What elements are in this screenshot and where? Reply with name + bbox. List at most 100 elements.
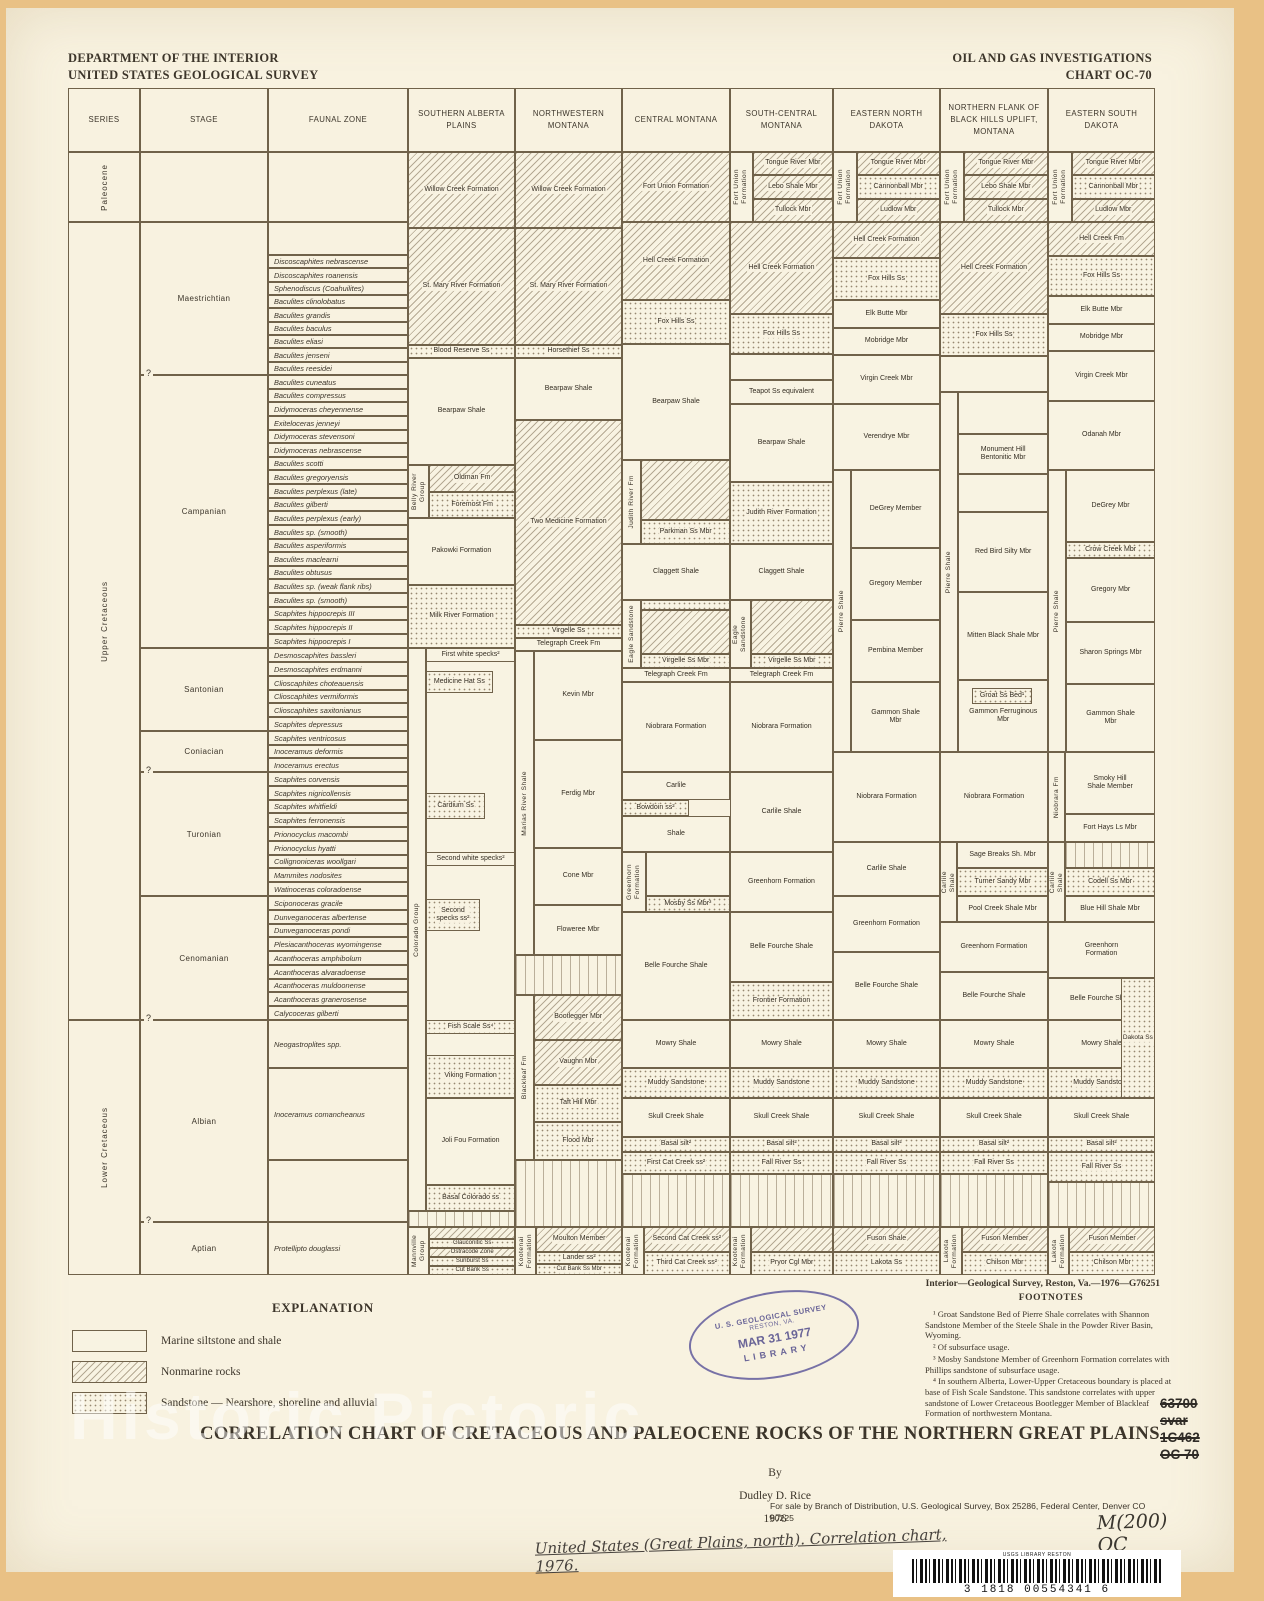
block-glauconitic-ss: Glauconitic Ss xyxy=(429,1239,515,1248)
block-cut-bank-ss: Cut Bank Ss xyxy=(429,1266,515,1275)
faunal-zone-inoceramus-erectus: Inoceramus erectus xyxy=(268,758,408,772)
block-n xyxy=(641,610,730,654)
title-block: CORRELATION CHART OF CRETACEOUS AND PALE… xyxy=(130,1424,1230,1445)
block-pierre-shale: Pierre Shale xyxy=(1048,470,1067,752)
block-v xyxy=(622,1174,730,1227)
block-pakowki-formation: Pakowki Formation xyxy=(408,518,515,585)
legend-title: EXPLANATION xyxy=(272,1300,374,1315)
block-degrey-member: DeGrey Member xyxy=(851,470,940,548)
author: Dudley D. Rice xyxy=(739,1490,811,1502)
faunal-zone-dunveganoceras-albertense: Dunveganoceras albertense xyxy=(268,910,408,924)
block-m xyxy=(645,852,730,896)
column-header-faunal: FAUNAL ZONE xyxy=(268,88,408,152)
stage-coniacian: Coniacian xyxy=(140,731,268,772)
block-fort-union-formation: Fort Union Formation xyxy=(833,152,857,222)
block-marias-river-shale: Marias River Shale xyxy=(515,651,535,955)
faunal-zone-blank xyxy=(268,1160,408,1222)
block-claggett-shale: Claggett Shale xyxy=(730,544,833,600)
marine-swatch xyxy=(72,1330,147,1352)
faunal-zone-collignoniceras-woollgari: Collignoniceras woollgari xyxy=(268,855,408,868)
block-basal-silt: Basal silt² xyxy=(1048,1137,1155,1152)
block-greenhorn-formation: Greenhorn Formation xyxy=(940,922,1048,972)
faunal-zone-sphenodiscus-coahuilites: Sphenodiscus (Coahuilites) xyxy=(268,282,408,295)
faunal-zone-baculites-eliasi: Baculites eliasi xyxy=(268,335,408,348)
legend-item-nonmarine: Nonmarine rocks xyxy=(72,1361,378,1383)
column-header-series: SERIES xyxy=(68,88,140,152)
block-odanah-mbr: Odanah Mbr xyxy=(1048,401,1155,470)
block-carlile-shale: Carlile Shale xyxy=(940,842,958,922)
credit-line: Interior—Geological Survey, Reston, Va.—… xyxy=(925,1279,1160,1289)
block-mobridge-mbr: Mobridge Mbr xyxy=(833,328,940,355)
faunal-zone-scaphites-hippocrepis-i: Scaphites hippocrepis I xyxy=(268,634,408,648)
faunal-zone-didymoceras-cheyennense: Didymoceras cheyennense xyxy=(268,402,408,416)
block-blackleaf-fm: Blackleaf Fm xyxy=(515,995,535,1160)
block-second-specks-ss: Second specks ss² xyxy=(426,899,480,931)
block-pembina-member: Pembina Member xyxy=(851,620,940,682)
block-greenhorn-formation: Greenhorn Formation xyxy=(730,852,833,912)
block-judith-river-fm: Judith River Fm xyxy=(622,460,642,544)
faunal-zone-neogastroplites-spp: Neogastroplites spp. xyxy=(268,1020,408,1068)
block-bearpaw-shale: Bearpaw Shale xyxy=(730,404,833,482)
block-muddy-sandstone: Muddy Sandstone xyxy=(833,1068,940,1098)
block-milk-river-formation: Milk River Formation xyxy=(408,585,515,648)
block-m xyxy=(958,392,1048,434)
block-fuson-shale: Fuson Shale xyxy=(833,1227,940,1252)
block-v xyxy=(515,1160,622,1227)
block-fall-river-ss: Fall River Ss xyxy=(940,1152,1048,1174)
footnotes-block: FOOTNOTES ¹ Groat Sandstone Bed of Pierr… xyxy=(925,1293,1177,1420)
series-upper-cretaceous: Upper Cretaceous xyxy=(68,222,140,1020)
legend-label: Nonmarine rocks xyxy=(161,1366,241,1378)
faunal-zone-baculites-sp-smooth: Baculites sp. (smooth) xyxy=(268,593,408,607)
faunal-zone-prionocyclus-hyatti: Prionocyclus hyatti xyxy=(268,841,408,855)
faunal-zone-baculites-sp-smooth: Baculites sp. (smooth) xyxy=(268,525,408,539)
block-eagle-sandstone: Eagle Sandstone xyxy=(730,600,751,668)
faunal-zone-baculites-cuneatus: Baculites cuneatus xyxy=(268,375,408,389)
block-fuson-member: Fuson Member xyxy=(1069,1227,1155,1252)
faunal-zone-scaphites-nigricollensis: Scaphites nigricollensis xyxy=(268,786,408,800)
chart-title: CORRELATION CHART OF CRETACEOUS AND PALE… xyxy=(200,1424,1160,1444)
block-fuson-member: Fuson Member xyxy=(961,1227,1048,1252)
block-first-white-specks: First white specks² xyxy=(426,648,515,662)
block-vaughn-mbr: Vaughn Mbr xyxy=(534,1040,622,1085)
block-virgelle-ss: Virgelle Ss xyxy=(515,625,622,638)
faunal-zone-baculites-maclearni: Baculites maclearni xyxy=(268,552,408,566)
faunal-zone-acanthoceras-granerosense: Acanthoceras granerosense xyxy=(268,992,408,1006)
block-belle-fourche-shale: Belle Fourche Shale xyxy=(730,912,833,982)
block-pierre-shale: Pierre Shale xyxy=(833,470,852,752)
block-virgelle-ss-mbr: Virgelle Ss Mbr xyxy=(750,654,833,668)
block-greenhorn-formation: Greenhorn Formation xyxy=(622,852,646,912)
block-skull-creek-shale: Skull Creek Shale xyxy=(622,1098,730,1137)
block-fox-hills-ss: Fox Hills Ss xyxy=(833,258,940,300)
block-second-white-specks: Second white specks² xyxy=(426,852,515,866)
block-belle-fourche-shale: Belle Fourche Shale xyxy=(622,912,730,1020)
block-foremost-fm: Foremost Fm xyxy=(429,492,515,518)
block-fall-river-ss: Fall River Ss xyxy=(730,1152,833,1174)
block-skull-creek-shale: Skull Creek Shale xyxy=(730,1098,833,1137)
block-m xyxy=(730,354,833,380)
block-bearpaw-shale: Bearpaw Shale xyxy=(622,344,730,460)
block-first-cat-creek-ss: First Cat Creek ss² xyxy=(622,1152,730,1174)
block-belle-fourche-shale: Belle Fourche Shale xyxy=(940,972,1048,1020)
block-teapot-ss-equivalent: Teapot Ss equivalent xyxy=(730,380,833,404)
publication-year: 1976 xyxy=(763,1513,787,1525)
block-verendrye-mbr: Verendrye Mbr xyxy=(833,404,940,470)
block-n xyxy=(429,1227,515,1239)
series-paleocene: Paleocene xyxy=(68,152,140,222)
block-gammon-shale-mbr: Gammon Shale Mbr xyxy=(1066,684,1155,752)
block-mitten-black-shale-mbr: Mitten Black Shale Mbr xyxy=(958,592,1048,680)
block-mowry-shale: Mowry Shale xyxy=(730,1020,833,1068)
block-sunburst-ss: Sunburst Ss xyxy=(429,1257,515,1266)
block-niobrara-formation: Niobrara Formation xyxy=(622,682,730,772)
block-fox-hills-ss: Fox Hills Ss xyxy=(940,314,1048,356)
block-oldman-fm: Oldman Fm xyxy=(429,465,515,492)
block-frontier-formation: Frontier Formation xyxy=(730,982,833,1020)
faunal-zone-baculites-compressus: Baculites compressus xyxy=(268,389,408,402)
block-willow-creek-formation: Willow Creek Formation xyxy=(515,152,622,228)
block-mowry-shale: Mowry Shale xyxy=(833,1020,940,1068)
stage-maestrichtian: Maestrichtian xyxy=(140,222,268,375)
faunal-zone-baculites-perplexus-early: Baculites perplexus (early) xyxy=(268,511,408,525)
barcode-bars xyxy=(912,1558,1162,1583)
block-hell-creek-fm: Hell Creek Fm xyxy=(1048,222,1155,256)
stage-campanian: Campanian xyxy=(140,375,268,648)
